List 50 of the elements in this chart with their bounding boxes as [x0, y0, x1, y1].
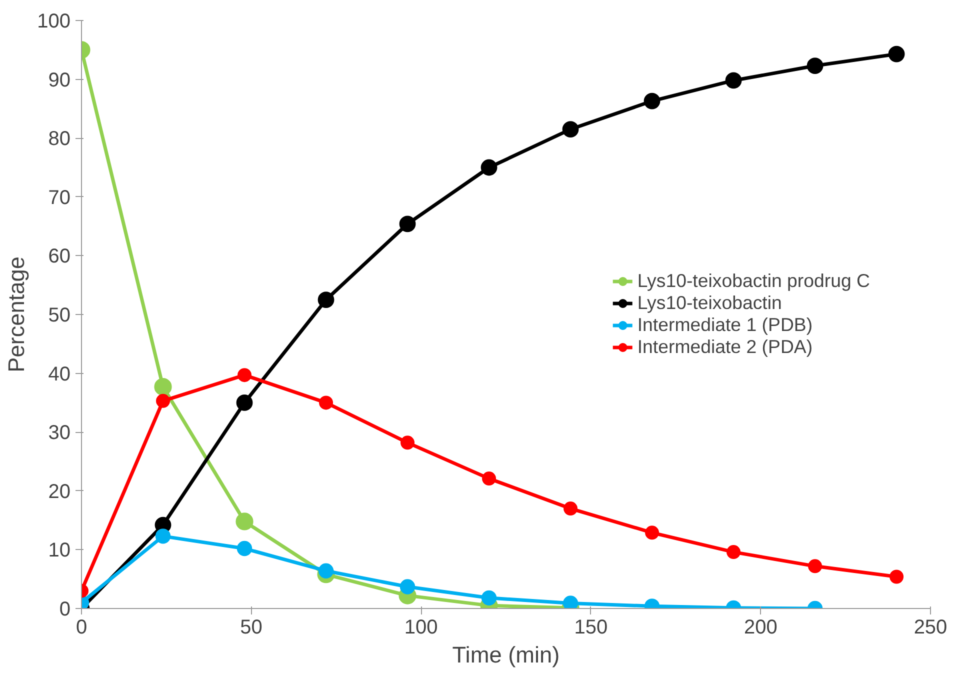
point [480, 159, 498, 176]
point [318, 563, 334, 578]
x-tick-label: 50 [240, 616, 262, 638]
x-axis-title: Time (min) [452, 642, 560, 668]
y-tick-label: 70 [48, 186, 71, 209]
point [156, 394, 170, 408]
point [890, 570, 904, 584]
x-tick-label: 100 [404, 616, 438, 638]
point [154, 378, 172, 396]
legend-label: Lys10-teixobactin [637, 292, 782, 314]
x-tick-label: 250 [914, 616, 948, 638]
y-tick-label: 0 [59, 598, 70, 620]
point [400, 436, 415, 450]
point [155, 528, 171, 544]
point [726, 545, 741, 560]
point [645, 526, 660, 540]
point [806, 58, 824, 74]
y-tick-label: 20 [48, 480, 71, 503]
point [562, 596, 578, 608]
point [481, 590, 497, 606]
y-tick-label: 30 [48, 422, 71, 444]
point [318, 292, 334, 308]
point [236, 540, 252, 556]
y-tick-label: 90 [48, 69, 71, 92]
y-tick-label: 80 [48, 128, 71, 150]
point [564, 502, 578, 516]
x-tick-label: 150 [574, 616, 608, 638]
point [888, 46, 905, 62]
point [644, 92, 660, 110]
legend-label: Intermediate 1 (PDB) [637, 314, 813, 336]
x-tick-label: 0 [76, 616, 88, 638]
point [482, 472, 496, 486]
legend-label: Intermediate 2 (PDA) [637, 336, 813, 358]
point [400, 579, 416, 594]
y-tick-label: 60 [48, 246, 71, 268]
point [319, 396, 334, 410]
y-tick-label: 100 [37, 10, 71, 32]
x-tick-label: 200 [744, 616, 778, 638]
y-tick-label: 50 [48, 304, 71, 326]
point [562, 121, 579, 138]
point [236, 394, 253, 411]
point [236, 512, 254, 530]
legend-label: Lys10-teixobactin prodrug C [637, 270, 870, 292]
y-tick-label: 10 [48, 540, 71, 562]
y-tick-label: 40 [48, 363, 71, 386]
y-axis-title: Percentage [3, 256, 30, 372]
point [238, 368, 252, 382]
point [725, 72, 742, 89]
point [808, 559, 822, 574]
point [399, 216, 416, 232]
